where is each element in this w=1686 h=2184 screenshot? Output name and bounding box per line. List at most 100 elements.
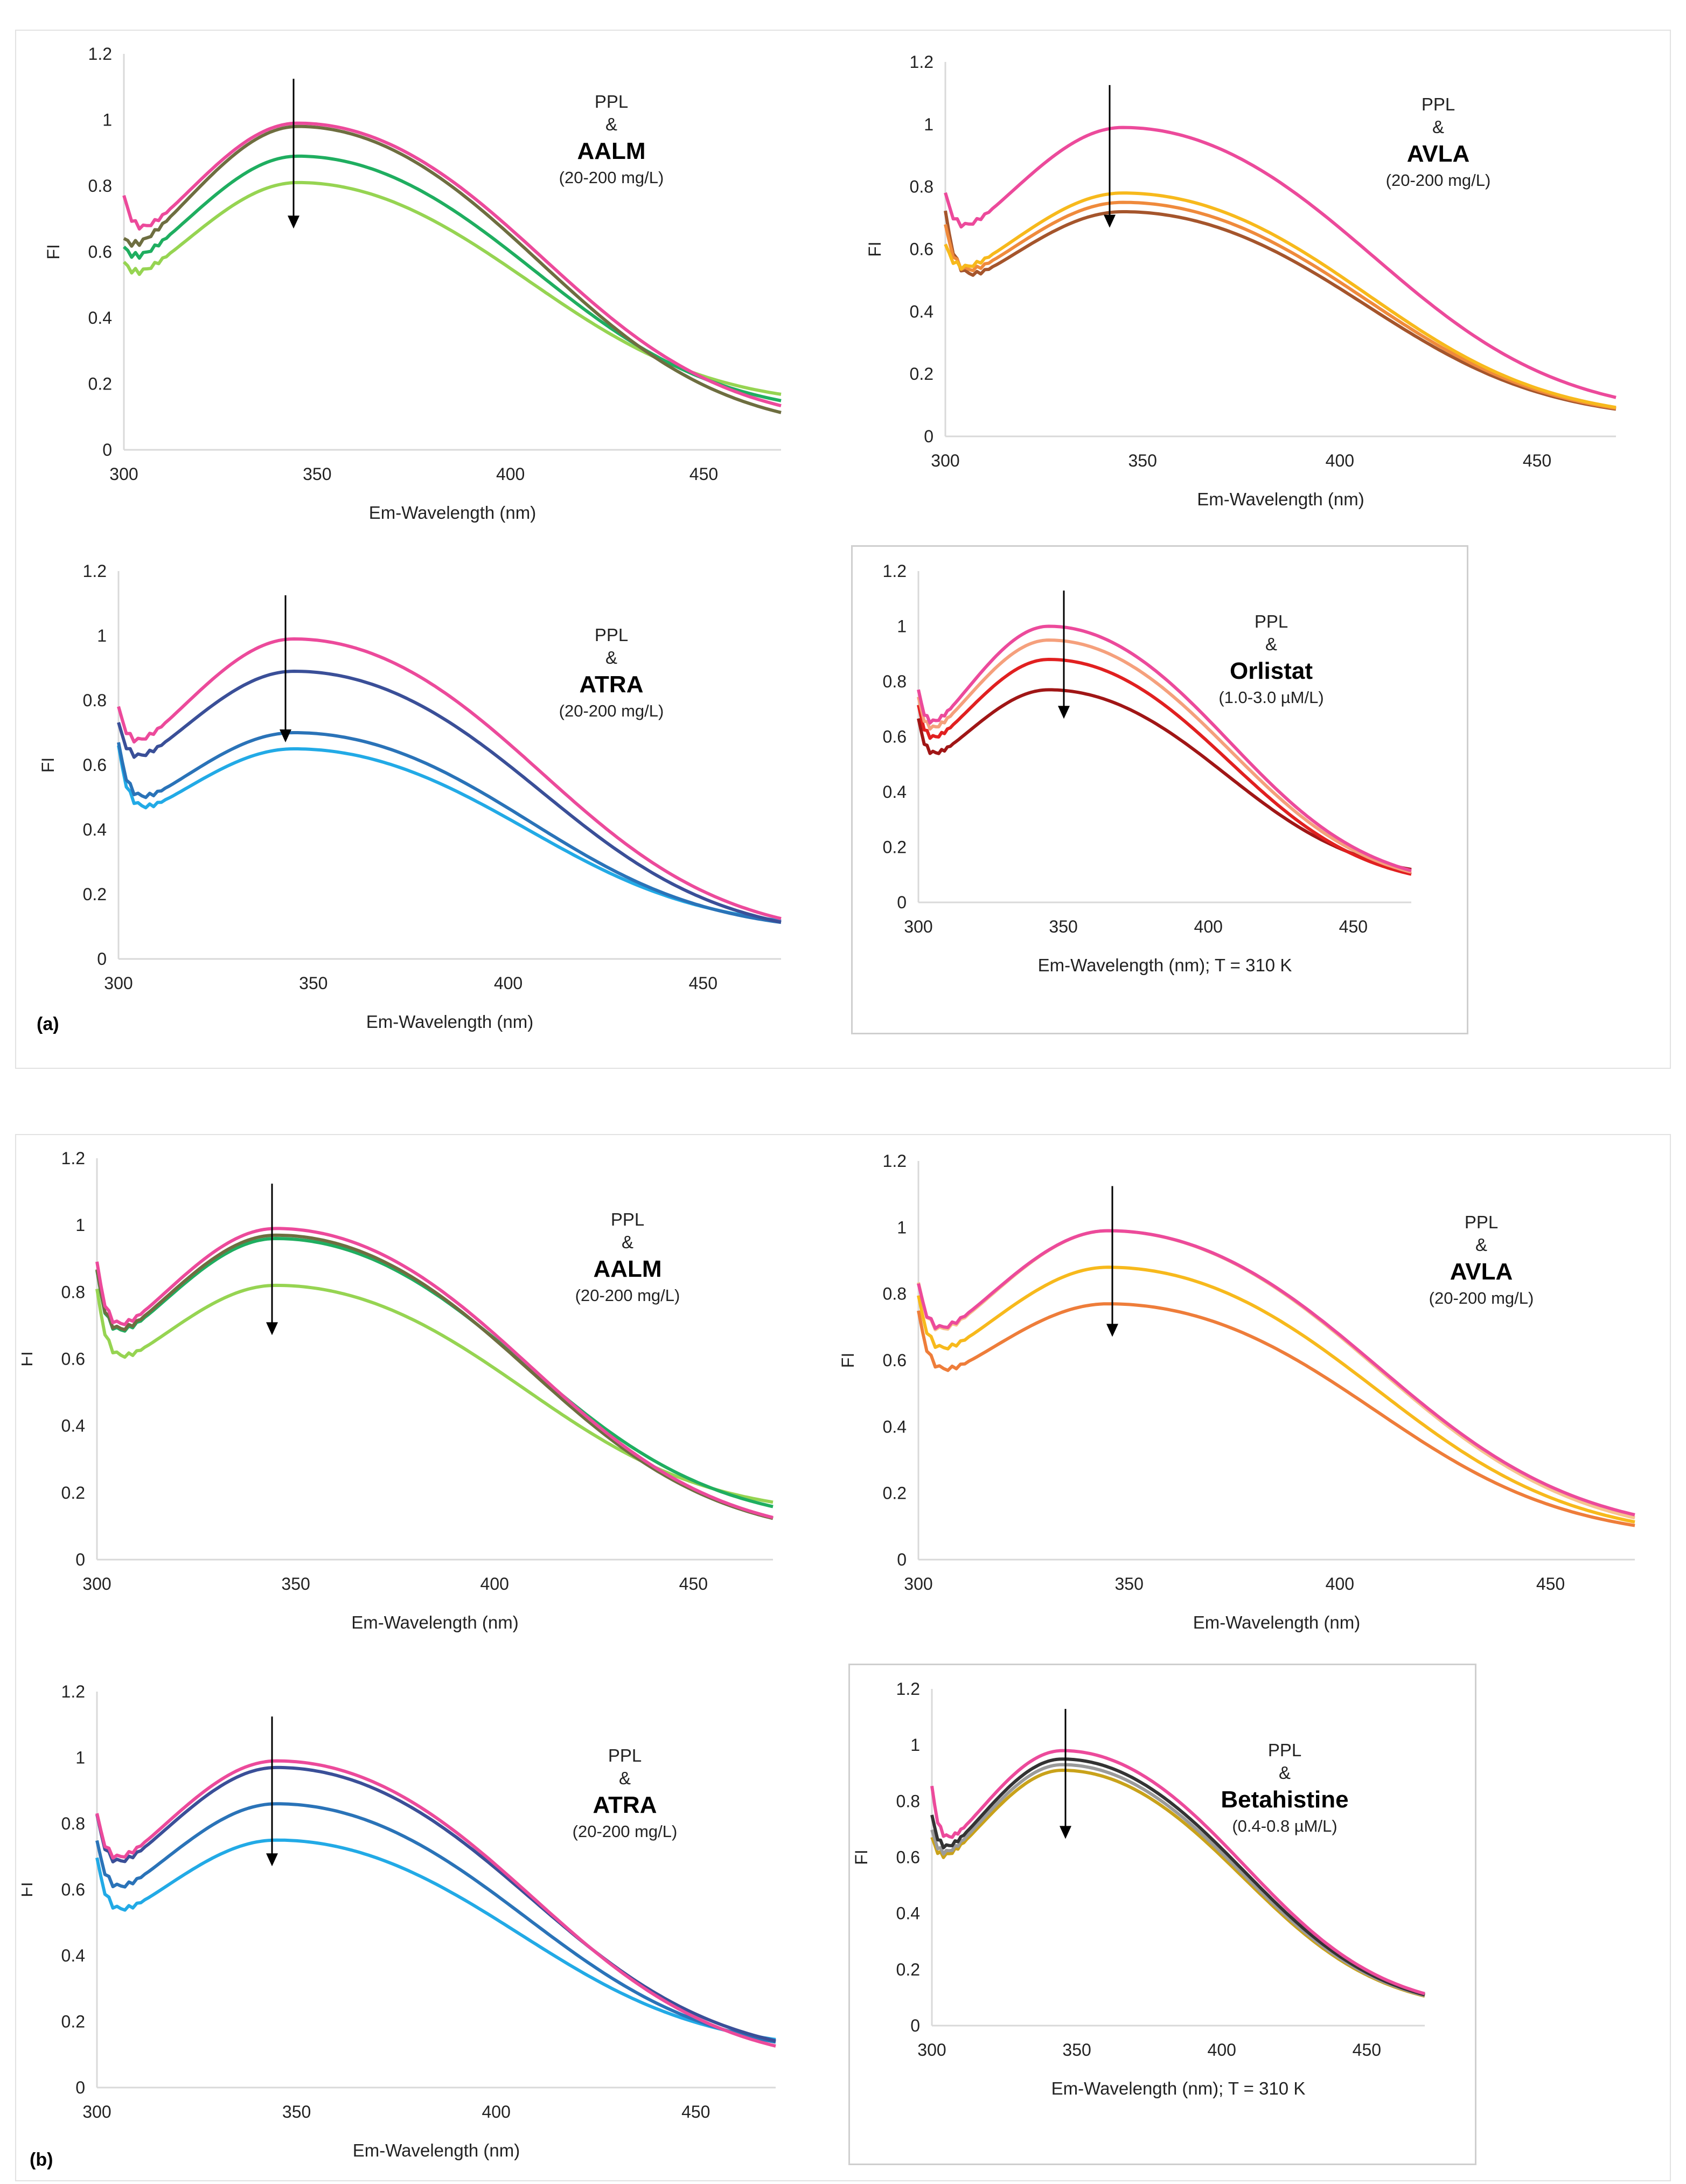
- annotation-concentration: (20-200 mg/L): [573, 1822, 678, 1841]
- x-tick-label: 450: [1353, 2040, 1381, 2060]
- y-tick-label: 1.2: [83, 561, 107, 581]
- series-line: [117, 637, 782, 921]
- y-tick-label: 0.8: [896, 1791, 920, 1811]
- x-tick-label: 450: [689, 973, 717, 993]
- y-tick-label: 0.4: [83, 820, 107, 839]
- x-tick-label: 350: [282, 2102, 311, 2122]
- y-tick-label: 1: [897, 1218, 907, 1237]
- y-tick-label: 0: [97, 949, 107, 969]
- y-tick-label: 0.4: [896, 1904, 920, 1923]
- series-line: [917, 1302, 1635, 1527]
- x-tick-label: 350: [1062, 2040, 1091, 2060]
- x-tick-label: 450: [1523, 451, 1551, 470]
- series-line: [117, 745, 782, 922]
- y-tick-label: 0.8: [88, 176, 112, 196]
- annotation-protein: PPL: [1465, 1212, 1498, 1232]
- y-tick-label: 0: [897, 893, 907, 912]
- annotation-ampersand: &: [1265, 634, 1277, 654]
- y-tick-label: 1.2: [883, 561, 907, 581]
- x-tick-label: 450: [681, 2102, 710, 2122]
- arrow-down-icon: [280, 729, 291, 742]
- orlistat-chart-box: [851, 545, 1468, 1034]
- y-tick-label: 0.6: [883, 1351, 907, 1370]
- x-tick-label: 450: [1536, 1574, 1565, 1594]
- annotation-protein: PPL: [595, 92, 628, 112]
- y-tick-label: 0: [924, 427, 933, 446]
- chart-a-avla: 0 0.2 0.4 0.6 0.8 1 1.2 300 350 400 450 Em-Waveleng…: [865, 52, 1617, 509]
- y-tick-label: 1: [75, 1748, 85, 1768]
- y-tick-label: 0: [897, 1550, 907, 1569]
- x-axis-label: Em-Wavelength (nm): [366, 1012, 534, 1032]
- series-line: [917, 658, 1412, 876]
- annotation-compound: Betahistine: [1221, 1786, 1348, 1813]
- y-tick-label: 0.2: [910, 364, 933, 384]
- annotation-ampersand: &: [1475, 1235, 1487, 1255]
- y-tick-label: 0.8: [883, 1284, 907, 1304]
- y-tick-label: 1: [97, 626, 107, 645]
- series-line: [944, 191, 1617, 409]
- series-line: [123, 124, 782, 414]
- annotation-ampersand: &: [605, 648, 617, 667]
- chart-a-atra: 0 0.2 0.4 0.6 0.8 1 1.2 300 350 400 450 Em-Waveleng…: [38, 561, 782, 1032]
- arrow-down-icon: [1058, 706, 1070, 719]
- y-tick-label: 0.8: [61, 1282, 85, 1302]
- y-tick-label: 0: [75, 2078, 85, 2097]
- x-tick-label: 350: [299, 973, 328, 993]
- x-tick-label: 400: [494, 973, 522, 993]
- series-line: [95, 1237, 774, 1508]
- y-tick-label: 0.4: [910, 302, 933, 321]
- arrow-down-icon: [266, 1853, 278, 1867]
- x-axis-label: Em-Wavelength (nm): [1193, 1612, 1361, 1632]
- x-tick-label: 300: [917, 2040, 946, 2060]
- annotation-compound: AVLA: [1407, 141, 1470, 167]
- betahistine-chart-box: [848, 1664, 1476, 2165]
- y-tick-label: 0.6: [61, 1350, 85, 1369]
- y-tick-label: 1.2: [910, 52, 933, 72]
- y-tick-label: 1.2: [61, 1682, 85, 1701]
- x-tick-label: 400: [496, 464, 525, 484]
- series-line: [122, 121, 782, 408]
- annotation-protein: PPL: [1422, 94, 1455, 114]
- y-tick-label: 0: [910, 2016, 920, 2035]
- annotation-compound: AALM: [577, 138, 645, 164]
- x-tick-label: 450: [679, 1574, 708, 1594]
- x-tick-label: 400: [480, 1574, 509, 1594]
- x-axis-label: Em-Wavelength (nm): [369, 503, 537, 523]
- annotation-concentration: (20-200 mg/L): [1429, 1289, 1534, 1307]
- series-line: [117, 670, 782, 924]
- y-tick-label: 0.2: [61, 1483, 85, 1503]
- y-tick-label: 0.8: [83, 691, 107, 710]
- x-tick-label: 300: [82, 2102, 111, 2122]
- y-tick-label: 0.2: [83, 885, 107, 904]
- y-tick-label: 0.6: [883, 727, 907, 747]
- annotation-protein: PPL: [595, 625, 628, 645]
- y-tick-label: 0.4: [61, 1416, 85, 1436]
- annotation-compound: AALM: [593, 1256, 661, 1282]
- x-tick-label: 350: [281, 1574, 310, 1594]
- series-line: [917, 1265, 1635, 1524]
- annotation-ampersand: &: [619, 1768, 631, 1788]
- y-tick-label: 1: [910, 1735, 920, 1755]
- annotation-compound: ATRA: [593, 1792, 657, 1818]
- series-line: [122, 154, 782, 402]
- annotation-protein: PPL: [1255, 611, 1288, 631]
- y-tick-label: 0.4: [883, 1417, 907, 1436]
- series-line: [95, 1765, 776, 2043]
- arrow-down-icon: [1106, 1324, 1118, 1337]
- chart-b-betahistine: 0 0.2 0.4 0.6 0.8 1 1.2 300 350 400 450 Em-Waveleng…: [854, 1679, 1425, 2098]
- x-tick-label: 300: [104, 973, 133, 993]
- annotation-concentration: (1.0-3.0 µM/L): [1218, 688, 1323, 707]
- arrow-down-icon: [288, 215, 299, 229]
- x-tick-label: 450: [1339, 917, 1368, 936]
- x-axis-label: Em-Wavelength (nm); T = 310 K: [1038, 955, 1292, 975]
- x-tick-label: 400: [1326, 1574, 1354, 1594]
- y-tick-label: 0.6: [910, 240, 933, 259]
- x-axis-label: Em-Wavelength (nm): [353, 2140, 520, 2160]
- y-tick-label: 0.8: [61, 1814, 85, 1833]
- y-tick-label: 0.2: [883, 838, 907, 857]
- x-tick-label: 350: [1128, 451, 1156, 470]
- series-line: [930, 1749, 1425, 1995]
- x-tick-label: 300: [904, 917, 932, 936]
- chart-b-avla: 0 0.2 0.4 0.6 0.8 1 1.2 300 350 400 450 Em-Waveleng…: [840, 1151, 1635, 1632]
- y-tick-label: 0.6: [896, 1848, 920, 1867]
